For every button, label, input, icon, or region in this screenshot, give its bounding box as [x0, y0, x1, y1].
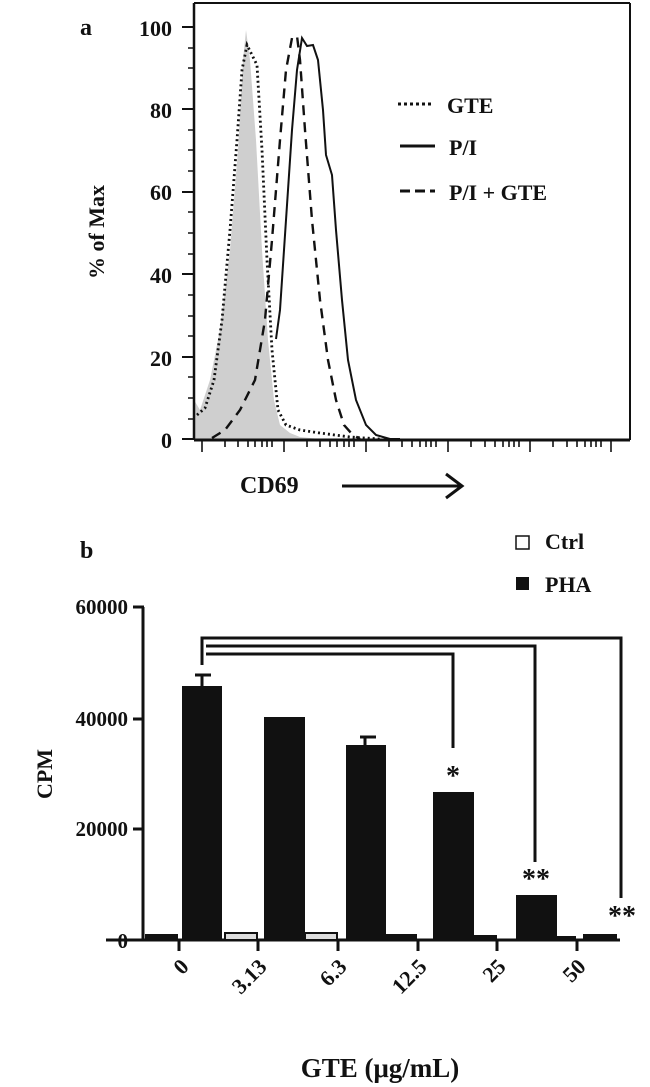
panel-b-yticks: 60000 40000 20000 0 [76, 595, 129, 953]
arrow-right-icon [342, 472, 465, 500]
panel-b-xticks: 0 3.13 6.3 12.5 25 50 [168, 954, 590, 999]
ytick-20000: 20000 [76, 817, 129, 841]
gte-curve [196, 40, 381, 441]
panel-b-legend: Ctrl PHA [515, 529, 592, 597]
ctrl-bars [145, 932, 576, 941]
panel-a-legend: GTE P/I P/I + GTE [398, 93, 547, 205]
isotype-histogram-fill [194, 30, 320, 439]
panel-a-xtick-marks [201, 440, 612, 452]
ytick-80: 80 [150, 98, 172, 123]
bar-pha-3.13 [264, 717, 305, 940]
ytick-40: 40 [150, 263, 172, 288]
significance-brackets [200, 636, 623, 898]
error-bars [195, 673, 376, 745]
xtick-25: 25 [477, 954, 510, 987]
xtick-50: 50 [557, 954, 590, 987]
panel-b-xlabel: GTE (μg/mL) [301, 1053, 460, 1083]
xtick-3.13: 3.13 [227, 954, 272, 999]
panel-b-label: b [80, 538, 93, 564]
sig-12.5: * [446, 761, 460, 792]
ytick-60000: 60000 [76, 595, 129, 619]
legend-pi-gte: P/I + GTE [449, 180, 547, 205]
pi-curve [275, 35, 400, 440]
xtick-6.3: 6.3 [314, 954, 351, 991]
bar-pha-6.3 [346, 745, 386, 940]
ytick-60: 60 [150, 180, 172, 205]
bar-ctrl-25 [464, 935, 497, 940]
bar-pha-12.5 [433, 792, 474, 940]
legend-ctrl-swatch [515, 535, 530, 550]
ytick-20: 20 [150, 346, 172, 371]
bar-ctrl-3.13 [224, 932, 258, 941]
legend-gte: GTE [447, 93, 493, 118]
sig-25: ** [522, 864, 550, 895]
bar-ctrl-50 [543, 936, 576, 940]
legend-pha-swatch [516, 577, 529, 590]
pi-gte-curve [211, 34, 361, 441]
bar-pha-25 [516, 895, 557, 940]
bar-ctrl-0 [145, 934, 178, 940]
panel-a-label: a [80, 15, 92, 41]
ytick-0: 0 [161, 428, 172, 453]
panel-b-xtick-marks [177, 940, 579, 951]
sig-50: ** [608, 901, 636, 932]
panel-b-ylabel: CPM [32, 749, 57, 799]
bar-pha-0 [182, 686, 222, 940]
pha-bars [182, 686, 617, 940]
bar-ctrl-12.5 [384, 934, 417, 940]
bar-ctrl-6.3 [304, 932, 338, 941]
xtick-12.5: 12.5 [387, 954, 432, 999]
ytick-100: 100 [139, 16, 172, 41]
panel-a-ylabel: % of Max [84, 185, 109, 279]
legend-pi: P/I [449, 135, 477, 160]
legend-pha: PHA [545, 572, 592, 597]
panel-a: a 0 20 40 60 80 100 % of Max [80, 2, 631, 500]
legend-ctrl: Ctrl [545, 529, 584, 554]
ytick-40000: 40000 [76, 707, 129, 731]
significance-stars: * ** ** [446, 761, 636, 932]
panel-a-yticks: 0 20 40 60 80 100 [139, 16, 172, 453]
panel-a-xlabel: CD69 [240, 473, 299, 499]
panel-a-ytick-marks [182, 26, 194, 440]
xtick-0: 0 [168, 954, 193, 979]
panel-b: b Ctrl PHA 60000 40000 20000 0 CPM [32, 529, 636, 1083]
bar-pha-50 [583, 934, 617, 940]
